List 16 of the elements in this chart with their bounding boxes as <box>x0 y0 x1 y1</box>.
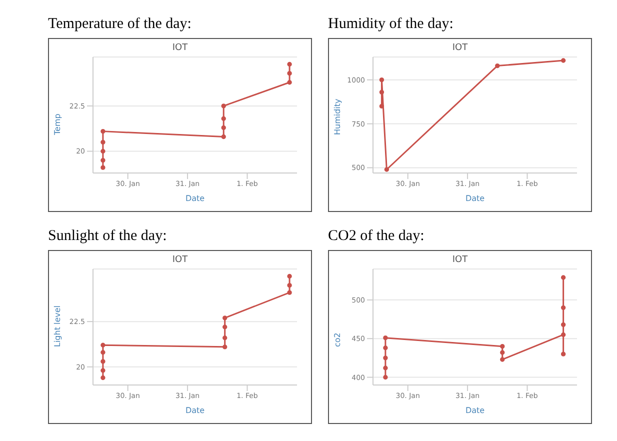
chart-subtitle: IOT <box>171 43 189 53</box>
x-axis-title: Date <box>465 194 485 203</box>
chart-subtitle: IOT <box>451 43 469 53</box>
chart-title: Humidity of the day: <box>328 16 454 34</box>
chart-title: CO2 of the day: <box>328 228 426 246</box>
y-axis-title: Light level <box>52 304 62 346</box>
y-axis-title: Temp <box>52 114 62 136</box>
chart-title: Sunlight of the day: <box>48 228 168 246</box>
x-axis-title: Date <box>185 406 205 414</box>
chart-subtitle: IOT <box>451 254 469 264</box>
x-axis-title: Date <box>465 406 485 414</box>
chart-title: Temperature of the day: <box>48 16 192 34</box>
x-axis-title: Date <box>185 194 205 203</box>
chart-subtitle: IOT <box>171 254 189 264</box>
y-axis-title: Humidity <box>332 98 342 135</box>
y-axis-title: co2 <box>332 332 342 346</box>
